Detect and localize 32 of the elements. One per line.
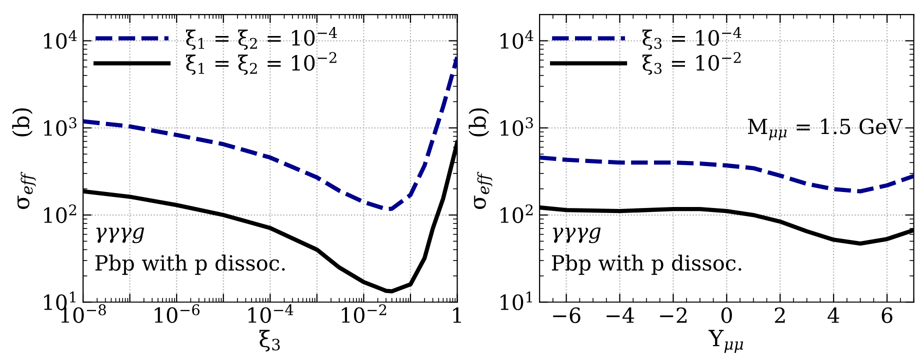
x-tick-label: 4 [828,307,840,323]
x-axis-title: ξ$_{3}$ [260,330,280,352]
x-tick-label: −4 [606,307,634,323]
legend-label: ξ$_{1}$ = ξ$_{2}$ = 10$^{−2}$ [186,52,336,75]
x-axis-title: Y$_{μμ}$ [708,330,744,353]
annotation: Pbp with p dissoc. [95,254,285,275]
annotation: Pbp with p dissoc. [552,254,742,275]
x-tick-label: 6 [882,307,892,324]
x-tick-label: −6 [553,307,580,324]
text: σ$_{eff}$ (b) [468,108,492,210]
legend-label: ξ$_{1}$ = ξ$_{2}$ = 10$^{−4}$ [186,27,337,50]
y-tick-label: 10$^{2}$ [44,204,76,224]
y-tick-label: 10$^{4}$ [500,30,534,49]
line-series [540,155,914,194]
legend-label: ξ$_{3}$ = 10$^{−2}$ [642,52,741,75]
annotation: γγγg [552,227,601,244]
x-tick-label: 10$^{−6}$ [154,304,200,323]
legend-label: ξ$_{3}$ = 10$^{−4}$ [642,27,742,50]
text: σ$_{eff}$ (b) [12,108,36,210]
y-tick-label: 10$^{1}$ [500,291,532,310]
y-tick-label: 10$^{4}$ [44,30,77,49]
y-tick-label: 10$^{2}$ [500,204,533,224]
annotation: M$_{μμ}$ = 1.5 GeV [748,118,903,140]
annotation: γγγg [96,227,144,244]
y-tick-label: 10$^{3}$ [44,117,76,136]
x-tick-label: 2 [774,307,785,323]
x-tick-label: 0 [721,307,732,324]
x-tick-label: −2 [660,307,687,323]
x-tick-label: 1 [453,307,461,323]
x-tick-label: 10$^{−4}$ [248,304,294,323]
y-tick-label: 10$^{3}$ [500,117,533,136]
x-tick-label: 10$^{−2}$ [342,304,386,323]
